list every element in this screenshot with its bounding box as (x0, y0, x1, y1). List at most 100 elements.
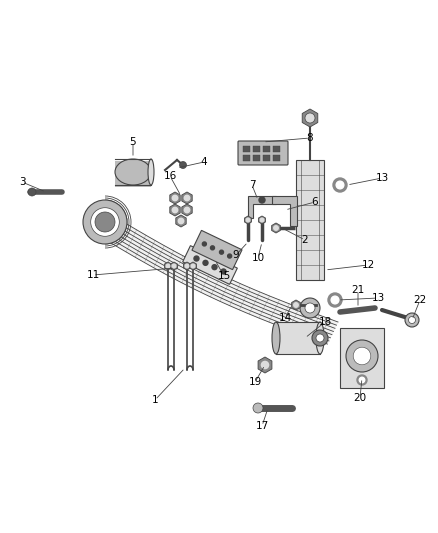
FancyBboxPatch shape (253, 146, 260, 152)
Text: 12: 12 (361, 260, 374, 270)
Polygon shape (272, 223, 280, 233)
Circle shape (409, 317, 416, 324)
Polygon shape (258, 216, 265, 224)
Ellipse shape (148, 159, 154, 185)
Circle shape (305, 113, 315, 123)
Polygon shape (248, 196, 276, 218)
FancyBboxPatch shape (192, 230, 242, 270)
FancyBboxPatch shape (243, 146, 250, 152)
Circle shape (312, 330, 328, 346)
Circle shape (184, 207, 190, 213)
Text: 15: 15 (217, 271, 231, 281)
Text: 3: 3 (19, 177, 25, 187)
Text: 1: 1 (152, 395, 158, 405)
Circle shape (253, 403, 263, 413)
Circle shape (336, 181, 344, 189)
Circle shape (274, 226, 278, 230)
Circle shape (194, 256, 199, 261)
Polygon shape (170, 262, 177, 270)
Circle shape (172, 264, 176, 268)
Text: 16: 16 (163, 171, 177, 181)
Text: 2: 2 (302, 235, 308, 245)
Circle shape (185, 264, 189, 268)
Circle shape (316, 334, 324, 342)
Polygon shape (182, 204, 192, 216)
Circle shape (246, 218, 250, 222)
Text: 20: 20 (353, 393, 367, 403)
Circle shape (172, 207, 178, 213)
Circle shape (219, 250, 223, 254)
Circle shape (331, 296, 339, 304)
Circle shape (191, 264, 195, 268)
Polygon shape (176, 215, 186, 227)
FancyBboxPatch shape (273, 155, 280, 161)
Polygon shape (170, 204, 180, 216)
Polygon shape (165, 262, 171, 270)
FancyBboxPatch shape (238, 141, 288, 165)
Circle shape (300, 298, 320, 318)
Circle shape (28, 188, 36, 196)
Circle shape (203, 260, 208, 265)
Polygon shape (258, 357, 272, 373)
Text: 11: 11 (86, 270, 99, 280)
Text: 22: 22 (413, 295, 427, 305)
Circle shape (306, 114, 314, 122)
Text: 21: 21 (351, 285, 364, 295)
Circle shape (95, 212, 115, 232)
Circle shape (91, 208, 119, 236)
Ellipse shape (272, 322, 280, 354)
Text: 14: 14 (279, 313, 292, 323)
Ellipse shape (353, 347, 371, 365)
Circle shape (261, 361, 268, 369)
Text: 13: 13 (375, 173, 389, 183)
Circle shape (172, 195, 178, 201)
FancyBboxPatch shape (263, 155, 270, 161)
Text: 5: 5 (130, 137, 136, 147)
Ellipse shape (115, 159, 151, 185)
FancyBboxPatch shape (243, 155, 250, 161)
Ellipse shape (316, 322, 324, 354)
Bar (115, 161, 151, 187)
Polygon shape (292, 300, 300, 310)
Text: 4: 4 (201, 157, 207, 167)
Polygon shape (340, 328, 384, 388)
Circle shape (357, 375, 367, 385)
Polygon shape (184, 262, 191, 270)
Polygon shape (244, 216, 251, 224)
Circle shape (228, 254, 232, 258)
Polygon shape (182, 192, 192, 204)
Text: 18: 18 (318, 317, 332, 327)
Circle shape (211, 246, 215, 250)
Circle shape (260, 218, 264, 222)
FancyBboxPatch shape (263, 146, 270, 152)
Circle shape (305, 303, 315, 313)
Circle shape (259, 197, 265, 203)
Ellipse shape (346, 340, 378, 372)
FancyBboxPatch shape (273, 146, 280, 152)
Circle shape (166, 264, 170, 268)
Circle shape (180, 161, 187, 168)
Text: 13: 13 (371, 293, 385, 303)
Circle shape (221, 269, 226, 274)
Circle shape (178, 219, 184, 224)
Text: 17: 17 (255, 421, 268, 431)
Circle shape (405, 313, 419, 327)
Circle shape (328, 293, 342, 307)
Text: 19: 19 (248, 377, 261, 387)
Bar (296, 160, 324, 280)
Circle shape (202, 242, 206, 246)
Polygon shape (190, 262, 197, 270)
Bar (276, 322, 320, 354)
Polygon shape (272, 196, 297, 226)
Circle shape (294, 303, 298, 307)
Text: 7: 7 (249, 180, 255, 190)
Circle shape (333, 178, 347, 192)
Circle shape (359, 377, 365, 383)
FancyBboxPatch shape (253, 155, 260, 161)
Circle shape (184, 195, 190, 201)
Text: 8: 8 (307, 133, 313, 143)
Text: 9: 9 (233, 250, 239, 260)
Circle shape (212, 265, 217, 270)
Text: 6: 6 (312, 197, 318, 207)
Polygon shape (170, 192, 180, 204)
